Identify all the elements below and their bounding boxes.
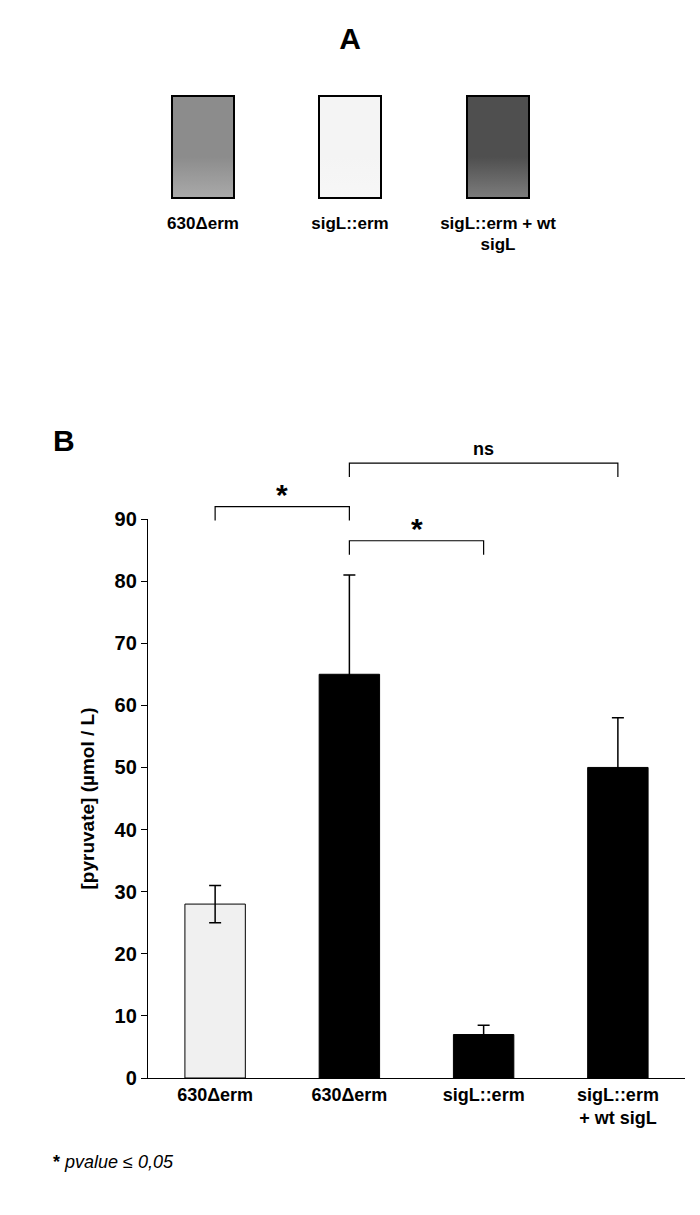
- html-text:sigL::erm: sigL::erm: [311, 214, 389, 233]
- svg-text:sigL::erm: sigL::erm: [443, 1085, 525, 1105]
- svg-text:*: *: [411, 512, 423, 545]
- svg-text:70: 70: [115, 632, 137, 654]
- svg-text:20: 20: [115, 943, 137, 965]
- svg-text:*: *: [276, 478, 288, 511]
- svg-text:630Δerm: 630Δerm: [177, 1085, 253, 1105]
- svg-text:10: 10: [115, 1005, 137, 1027]
- svg-text:630Δerm: 630Δerm: [311, 1085, 387, 1105]
- svg-text:sigL::erm+ wt sigL: sigL::erm+ wt sigL: [577, 1085, 659, 1128]
- svg-text:40: 40: [115, 819, 137, 841]
- svg-text:* pvalue ≤ 0,05: * pvalue ≤ 0,05: [53, 1152, 174, 1172]
- svg-text:50: 50: [115, 756, 137, 778]
- svg-text:[pyruvate] (µmol / L): [pyruvate] (µmol / L): [77, 708, 98, 890]
- html-text:630Δerm: 630Δerm: [167, 214, 239, 233]
- svg-text:60: 60: [115, 694, 137, 716]
- svg-text:90: 90: [115, 508, 137, 530]
- svg-text:B: B: [53, 424, 75, 457]
- svg-text:30: 30: [115, 881, 137, 903]
- svg-text:80: 80: [115, 570, 137, 592]
- svg-text:ns: ns: [473, 439, 494, 459]
- html-text:A: A: [339, 22, 361, 55]
- svg-text:0: 0: [126, 1067, 137, 1089]
- html-text:sigL::erm + wt sigL: sigL::erm + wt sigL: [440, 214, 556, 254]
